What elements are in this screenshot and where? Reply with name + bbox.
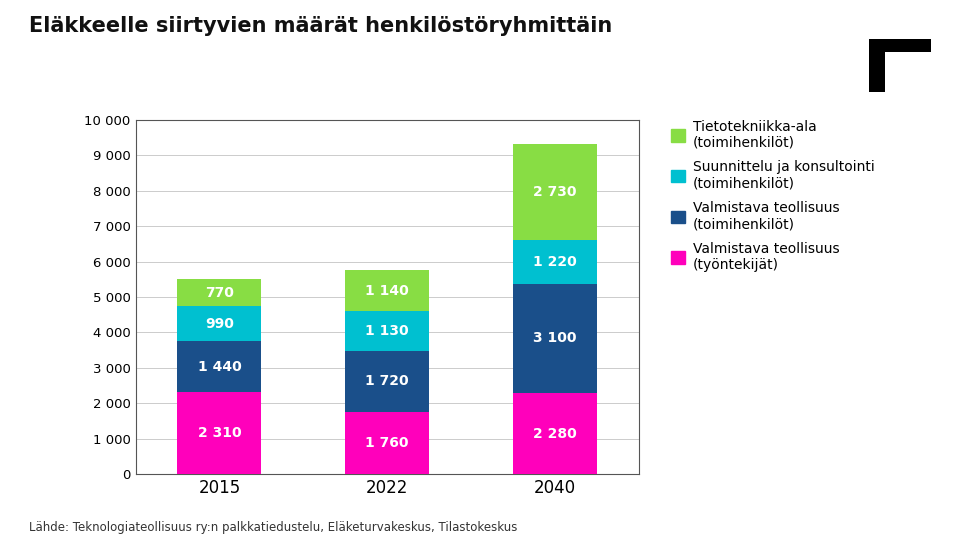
Bar [177,341,261,392]
Bar [513,240,597,283]
Text: 1 440: 1 440 [197,360,241,374]
Text: 1 130: 1 130 [365,324,409,338]
Text: 990: 990 [205,317,234,331]
Bar [177,306,261,341]
Bar [177,279,261,306]
Text: 1 140: 1 140 [365,283,409,298]
Text: 1 760: 1 760 [366,436,408,450]
Text: 2 280: 2 280 [533,427,577,441]
Text: 3 100: 3 100 [533,331,577,346]
Polygon shape [869,39,931,92]
Text: 2 730: 2 730 [533,185,577,199]
Text: 1 220: 1 220 [533,255,577,269]
Bar [513,283,597,393]
Bar [346,351,429,412]
Text: 770: 770 [205,286,234,300]
Legend: Tietotekniikka-ala
(toimihenkilöt), Suunnittelu ja konsultointi
(toimihenkilöt),: Tietotekniikka-ala (toimihenkilöt), Suun… [671,120,875,272]
Bar [513,393,597,474]
Bar [177,392,261,474]
Text: Lähde: Teknologiateollisuus ry:n palkkatiedustelu, Eläketurvakeskus, Tilastokesk: Lähde: Teknologiateollisuus ry:n palkkat… [29,521,518,534]
Bar [513,144,597,240]
Bar [346,412,429,474]
Bar [346,311,429,351]
Bar [346,270,429,311]
Text: Eläkkeelle siirtyvien määrät henkilöstöryhmittäin: Eläkkeelle siirtyvien määrät henkilöstör… [29,16,613,37]
Text: 1 720: 1 720 [365,374,409,389]
Text: 2 310: 2 310 [197,426,241,440]
